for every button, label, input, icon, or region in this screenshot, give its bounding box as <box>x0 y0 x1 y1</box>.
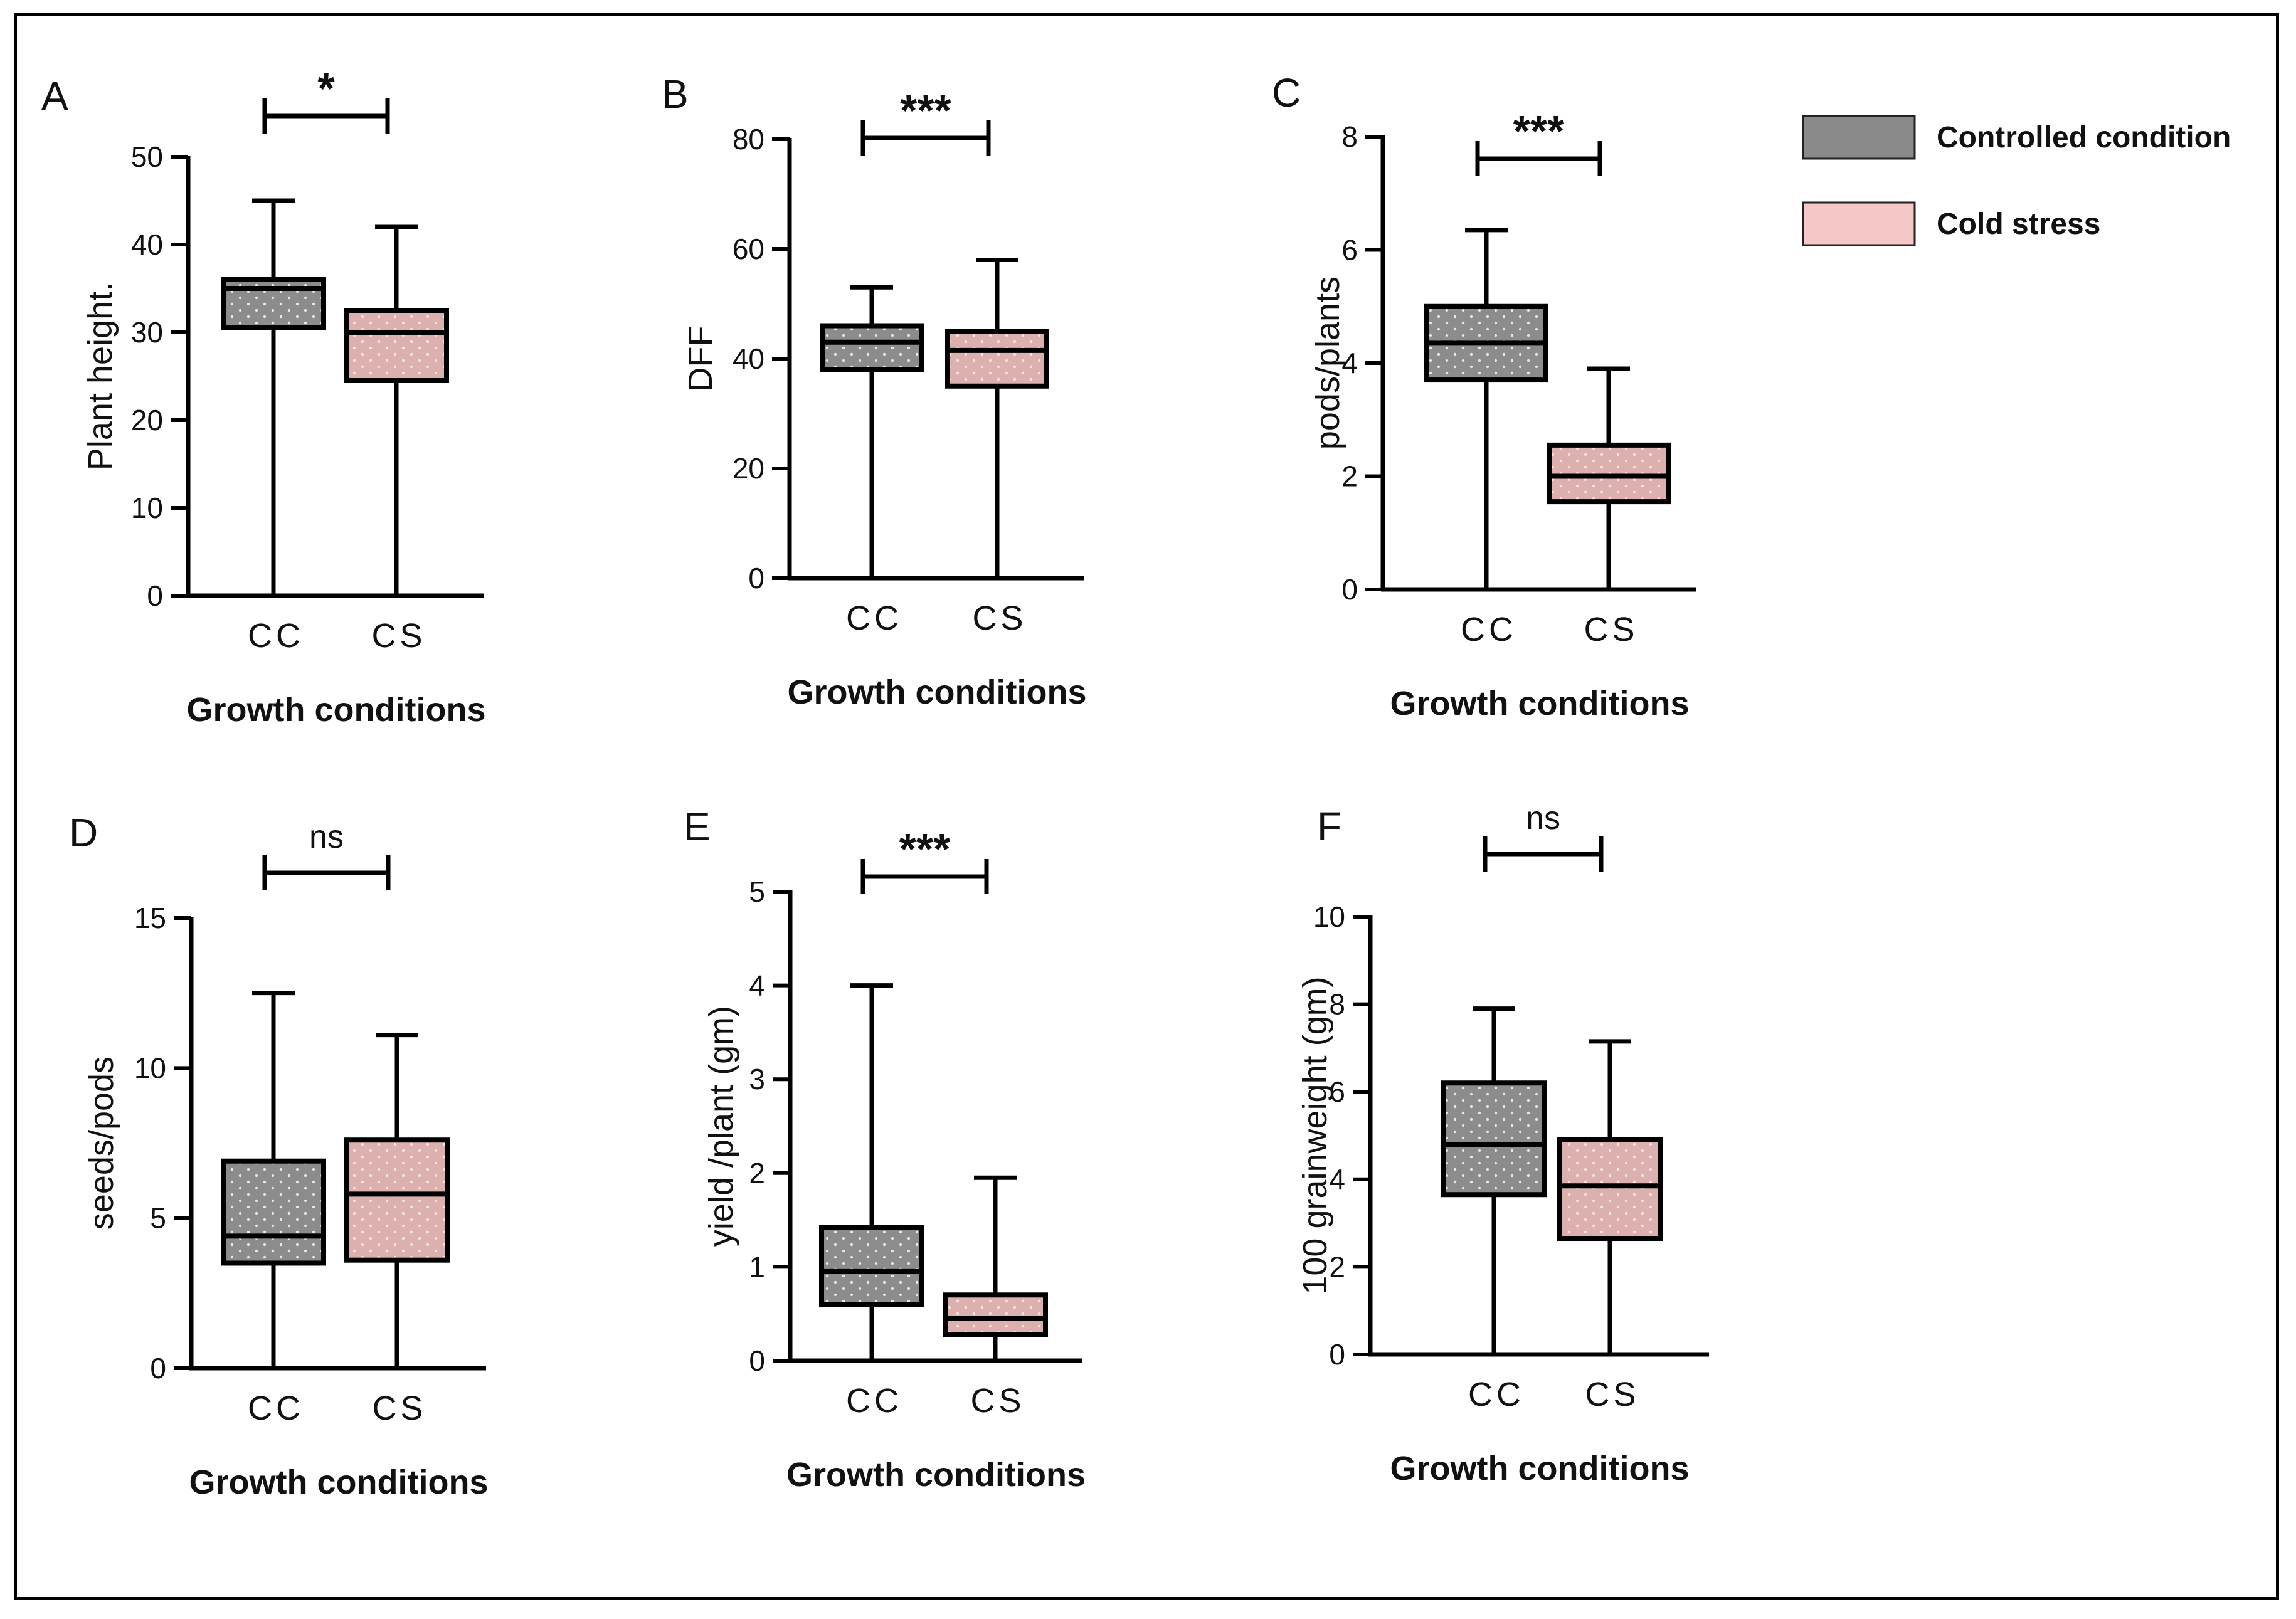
legend-label-controlled: Controlled condition <box>1937 121 2231 154</box>
box-cs <box>344 308 449 383</box>
y-tick-label: 40 <box>733 342 764 375</box>
panel-a: A 0 10 20 30 40 50 CC CS Growth conditions Plant h… <box>41 64 485 729</box>
x-tick-label-cs: CS <box>1584 611 1638 648</box>
y-tick-label: 6 <box>1329 1075 1345 1108</box>
y-axis-label: yield /plant (gm) <box>702 1006 740 1247</box>
y-tick-label: 4 <box>749 969 765 1002</box>
box-cs <box>1547 442 1671 505</box>
y-tick-label: 0 <box>748 562 764 594</box>
significance-label: * <box>317 64 335 113</box>
y-tick-label: 0 <box>147 579 163 612</box>
panel-letter: E <box>684 804 711 849</box>
y-tick-label: 20 <box>131 404 163 436</box>
x-axis-label: Growth conditions <box>1390 685 1690 722</box>
y-tick-label: 30 <box>131 316 163 349</box>
y-tick-label: 5 <box>150 1202 166 1235</box>
x-tick-label-cs: CS <box>972 599 1027 637</box>
panel-letter: C <box>1272 70 1301 115</box>
y-axis-label: pods/plants <box>1309 277 1346 450</box>
legend-swatch-controlled <box>1802 115 1916 160</box>
box-cs <box>344 1137 450 1263</box>
y-tick-label: 4 <box>1341 347 1358 379</box>
significance-label: ns <box>309 819 344 855</box>
y-tick-label: 40 <box>131 228 163 261</box>
x-tick-label-cc: CC <box>248 1390 304 1427</box>
y-tick-label: 1 <box>749 1250 765 1283</box>
legend-label-cold-stress: Cold stress <box>1937 208 2100 241</box>
y-tick-label: 10 <box>131 492 163 524</box>
panel-f: F 0 2 4 6 8 10 CC CS Growth conditions 100 grainwe… <box>1296 800 1709 1487</box>
significance-label: *** <box>900 86 951 135</box>
y-tick-label: 10 <box>134 1052 166 1084</box>
x-tick-label-cc: CC <box>846 599 902 637</box>
x-axis-label: Growth conditions <box>1390 1450 1690 1487</box>
figure-frame <box>14 13 2279 1600</box>
y-tick-label: 6 <box>1341 234 1358 266</box>
box-cc <box>1441 1080 1547 1198</box>
y-tick-label: 0 <box>749 1344 765 1377</box>
x-tick-label-cs: CS <box>371 617 426 655</box>
y-tick-label: 0 <box>1329 1338 1345 1371</box>
panel-b: B 0 20 40 60 80 CC CS Growth conditions DFF *** <box>662 71 1086 711</box>
panel-letter: B <box>662 71 689 117</box>
panel-letter: F <box>1317 804 1341 849</box>
x-tick-label-cc: CC <box>248 617 304 655</box>
x-tick-label-cs: CS <box>372 1390 426 1427</box>
x-tick-label-cc: CC <box>846 1382 902 1420</box>
y-tick-label: 3 <box>749 1063 765 1095</box>
x-axis-label: Growth conditions <box>189 1463 489 1501</box>
y-tick-label: 8 <box>1341 120 1358 153</box>
x-axis-label: Growth conditions <box>788 673 1087 711</box>
y-tick-label: 2 <box>1341 460 1358 493</box>
panel-e: E 0 1 2 3 4 5 CC CS Growth conditions yield /plant… <box>684 804 1086 1494</box>
significance-label: *** <box>1513 107 1565 156</box>
x-tick-label-cc: CC <box>1468 1376 1525 1413</box>
legend-swatch-cold-stress <box>1802 201 1916 246</box>
x-tick-label-cs: CS <box>1585 1376 1639 1413</box>
box-cs <box>1557 1137 1663 1242</box>
significance-label: *** <box>899 825 951 873</box>
x-axis-label: Growth conditions <box>786 1456 1086 1494</box>
panel-c: C 0 2 4 6 8 CC CS Growth conditions pods/plants **… <box>1272 70 1696 722</box>
box-cc <box>819 1225 924 1307</box>
y-tick-label: 2 <box>749 1157 765 1189</box>
panel-d: D 0 5 10 15 CC CS Growth conditions seeds/pods ns <box>69 810 488 1501</box>
x-tick-label-cs: CS <box>970 1382 1025 1420</box>
y-axis-label: DFF <box>682 326 719 392</box>
panel-letter: D <box>69 810 98 855</box>
y-tick-label: 8 <box>1329 988 1345 1021</box>
box-cc <box>820 323 924 372</box>
y-tick-label: 10 <box>1313 900 1345 933</box>
y-tick-label: 15 <box>134 902 166 934</box>
y-tick-label: 0 <box>1341 573 1358 606</box>
y-tick-label: 60 <box>733 233 764 265</box>
panel-letter: A <box>41 73 68 119</box>
box-cs <box>943 1292 1048 1337</box>
significance-label: ns <box>1526 800 1560 836</box>
x-axis-label: Growth conditions <box>187 691 486 729</box>
y-tick-label: 4 <box>1329 1163 1345 1196</box>
x-tick-label-cc: CC <box>1461 611 1517 648</box>
y-axis-label: seeds/pods <box>83 1057 120 1230</box>
y-tick-label: 80 <box>733 123 764 156</box>
box-cs <box>945 329 1049 389</box>
y-tick-label: 2 <box>1329 1250 1345 1283</box>
legend: Controlled condition Cold stress <box>1802 115 2231 246</box>
y-tick-label: 20 <box>733 452 764 485</box>
box-cc <box>221 1158 326 1266</box>
y-axis-label: 100 grainweight (gm) <box>1296 976 1334 1294</box>
y-tick-label: 5 <box>749 875 765 908</box>
y-axis-label: Plant height. <box>82 282 119 470</box>
y-tick-label: 50 <box>131 140 163 173</box>
y-tick-label: 0 <box>150 1352 166 1384</box>
